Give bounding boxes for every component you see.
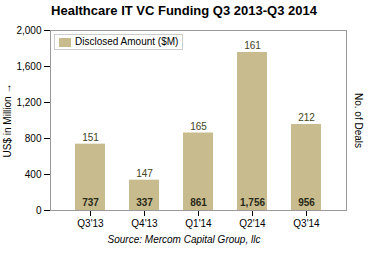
svg-text:800: 800: [25, 133, 42, 144]
svg-text:337: 337: [136, 197, 153, 208]
svg-text:Q3'14: Q3'14: [293, 218, 320, 229]
svg-text:Q1'14: Q1'14: [185, 218, 212, 229]
svg-text:No. of Deals: No. of Deals: [353, 93, 364, 148]
svg-text:147: 147: [136, 168, 153, 179]
svg-text:1,756: 1,756: [240, 197, 265, 208]
svg-text:161: 161: [244, 40, 261, 51]
svg-text:2,000: 2,000: [16, 25, 41, 36]
svg-text:861: 861: [190, 197, 207, 208]
html-text:Healthcare IT VC Funding Q3 20: Healthcare IT VC Funding Q3 2013-Q3 2014: [51, 3, 317, 18]
svg-text:0: 0: [36, 205, 42, 216]
svg-text:956: 956: [298, 197, 315, 208]
svg-text:Q2'14: Q2'14: [239, 218, 266, 229]
html-text:Source: Mercom Capital Group,: Source: Mercom Capital Group, llc: [107, 234, 261, 245]
svg-text:Q4'13: Q4'13: [131, 218, 158, 229]
html-text:Disclosed Amount ($M): Disclosed Amount ($M): [75, 36, 179, 47]
svg-text:400: 400: [25, 169, 42, 180]
svg-text:737: 737: [82, 197, 99, 208]
svg-text:165: 165: [190, 121, 207, 132]
svg-text:Q3'13: Q3'13: [77, 218, 104, 229]
svg-text:1,200: 1,200: [16, 97, 41, 108]
svg-text:151: 151: [82, 132, 99, 143]
svg-text:212: 212: [298, 112, 315, 123]
svg-text:1,600: 1,600: [16, 61, 41, 72]
svg-text:US$ in Million →: US$ in Million →: [2, 84, 13, 158]
